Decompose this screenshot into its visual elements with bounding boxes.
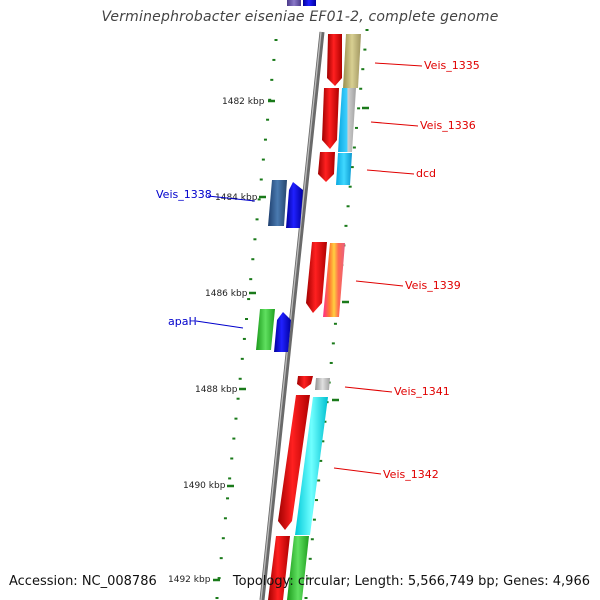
genome-title: Verminephrobacter eiseniae EF01-2, compl…: [101, 9, 499, 25]
accession-text: Accession: NC_008786: [9, 574, 157, 589]
gene-label-veis-1335[interactable]: Veis_1335: [424, 59, 480, 72]
gene-label-veis-1336[interactable]: Veis_1336: [420, 119, 476, 132]
kbp-ticks: [213, 99, 275, 582]
gene-label-veis-1338[interactable]: Veis_1338: [156, 188, 212, 201]
gene-top-partial[interactable]: [287, 0, 316, 6]
gene-veis-1339[interactable]: [306, 242, 345, 317]
kbp-label-1490: 1490 kbp: [183, 481, 226, 491]
gene-veis-1336[interactable]: [322, 88, 356, 152]
kbp-label-1482: 1482 kbp: [222, 97, 265, 107]
gene-label-veis-1339[interactable]: Veis_1339: [405, 279, 461, 292]
gene-label-veis-1341[interactable]: Veis_1341: [394, 385, 450, 398]
gene-veis-1342[interactable]: [278, 395, 328, 535]
gene-veis-1341[interactable]: [297, 376, 330, 390]
gene-label-veis-1342[interactable]: Veis_1342: [383, 468, 439, 481]
genome-backbone: [259, 31, 325, 600]
gene-apah[interactable]: [256, 309, 291, 352]
kbp-label-1486: 1486 kbp: [205, 289, 248, 299]
kbp-label-1484: 1484 kbp: [215, 193, 258, 203]
kbp-label-1492: 1492 kbp: [168, 575, 211, 585]
gene-bottom-partial[interactable]: [268, 536, 309, 600]
gene-veis-1338[interactable]: [268, 180, 303, 228]
gene-veis-1335[interactable]: [327, 34, 361, 88]
topology-text: Topology: circular; Length: 5,566,749 bp…: [232, 574, 590, 589]
label-leader-lines: [195, 62, 423, 475]
kbp-label-1488: 1488 kbp: [195, 385, 238, 395]
gene-label-apah[interactable]: apaH: [168, 315, 197, 328]
outer-ticks: [332, 106, 369, 402]
gene-dcd[interactable]: [318, 152, 352, 185]
gene-label-dcd[interactable]: dcd: [416, 167, 436, 180]
